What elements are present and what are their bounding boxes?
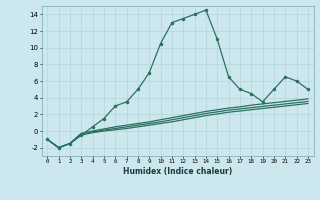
X-axis label: Humidex (Indice chaleur): Humidex (Indice chaleur) — [123, 167, 232, 176]
